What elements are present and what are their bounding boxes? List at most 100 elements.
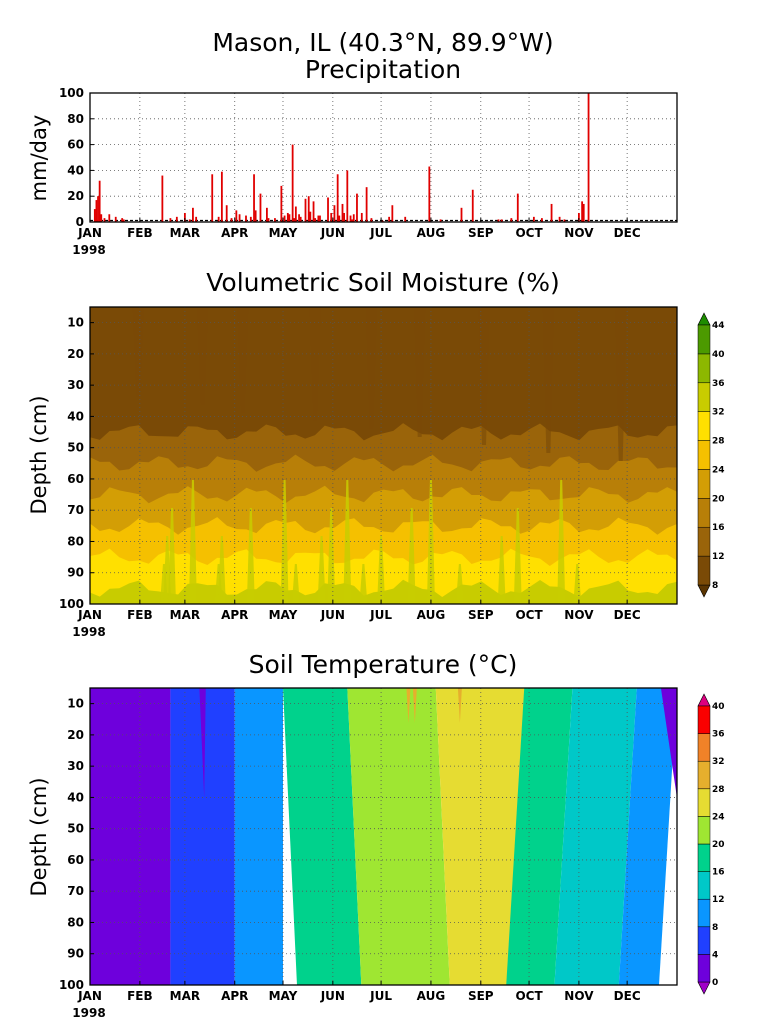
temperature-band bbox=[234, 688, 283, 985]
temperature-xtick-label: APR bbox=[221, 989, 248, 1003]
moisture-streaks bbox=[132, 307, 627, 604]
temperature-colorbar-top-tip bbox=[697, 693, 711, 707]
temperature-colorbar-label: 12 bbox=[712, 895, 725, 905]
precip-bar bbox=[298, 214, 300, 222]
moisture-wet-streak bbox=[557, 480, 566, 604]
temperature-xtick-label: JUL bbox=[369, 989, 392, 1003]
precip-bar bbox=[93, 209, 96, 222]
precip-bar bbox=[97, 196, 99, 222]
precip-bar bbox=[286, 212, 289, 222]
precip-xtick-label: NOV bbox=[564, 226, 594, 240]
temperature-xtick-label: MAY bbox=[269, 989, 298, 1003]
temperature-grid bbox=[90, 688, 677, 985]
precip-year-label: 1998 bbox=[72, 243, 105, 257]
precip-ytick-label: 60 bbox=[67, 138, 84, 152]
temperature-xtick-label: NOV bbox=[564, 989, 594, 1003]
temperature-colorbar-swatch bbox=[697, 760, 711, 790]
precip-xtick-label: JUL bbox=[369, 226, 392, 240]
moisture-xtick-label: FEB bbox=[127, 608, 153, 622]
precip-xtick-label: MAY bbox=[269, 226, 298, 240]
temperature-colorbar-label: 4 bbox=[712, 950, 718, 960]
moisture-year-label: 1998 bbox=[72, 625, 105, 639]
moisture-wet-streak bbox=[168, 508, 177, 604]
precip-bar bbox=[259, 193, 262, 222]
precip-bar bbox=[582, 203, 585, 222]
precip-bar bbox=[288, 214, 291, 222]
temperature-warm-streak bbox=[457, 688, 462, 723]
temperature-colorbar-label: 40 bbox=[712, 702, 725, 712]
precip-xtick-label: APR bbox=[221, 226, 248, 240]
precip-bar bbox=[314, 218, 317, 222]
precip-bar bbox=[280, 185, 283, 222]
moisture-colorbar-swatch bbox=[697, 498, 711, 528]
precip-bar bbox=[103, 218, 106, 222]
moisture-xtick-label: MAY bbox=[269, 608, 298, 622]
moisture-colorbar-label: 32 bbox=[712, 408, 725, 418]
precip-bar bbox=[330, 212, 333, 222]
precip-panel: 0 20 40 60 80 100 JAN FEB MAR APR MAY JUN JUL AUG SEP… bbox=[27, 86, 678, 257]
precip-bar bbox=[195, 216, 198, 222]
temperature-warm-streak bbox=[406, 688, 411, 723]
precip-bar bbox=[541, 218, 543, 222]
precip-bar bbox=[249, 216, 252, 222]
precip-bar bbox=[121, 218, 124, 222]
moisture-xtick-label: JUN bbox=[320, 608, 345, 622]
temperature-ytick-label: 50 bbox=[67, 822, 84, 836]
precip-bar bbox=[439, 219, 442, 222]
moisture-colorbar-top-tip bbox=[697, 312, 711, 326]
moisture-dry-streak bbox=[236, 307, 249, 413]
precip-bar bbox=[327, 197, 329, 222]
temperature-colorbar-bottom-tip bbox=[697, 981, 711, 995]
moisture-y-ticks: 10 20 30 40 50 60 70 80 90 100 bbox=[59, 316, 94, 611]
temperature-colorbar-swatch bbox=[697, 705, 711, 734]
moisture-colorbar-swatch bbox=[697, 324, 711, 355]
moisture-ytick-label: 70 bbox=[67, 503, 84, 517]
temperature-colorbar-label: 20 bbox=[712, 840, 725, 850]
precip-xtick-label: JUN bbox=[320, 226, 345, 240]
precip-title: Precipitation bbox=[305, 55, 461, 84]
temperature-xtick-label: OCT bbox=[515, 989, 543, 1003]
temperature-band bbox=[618, 688, 677, 985]
moisture-colorbar-label: 20 bbox=[712, 494, 725, 504]
moisture-colorbar-bottom-tip bbox=[697, 584, 711, 598]
precip-ytick-label: 80 bbox=[67, 112, 84, 126]
moisture-xtick-label: NOV bbox=[564, 608, 594, 622]
precip-bar bbox=[225, 205, 228, 222]
temperature-cold-streak bbox=[660, 688, 677, 798]
moisture-wet-streak bbox=[317, 536, 326, 604]
temperature-ytick-label: 80 bbox=[67, 915, 84, 929]
precip-bar bbox=[95, 200, 98, 222]
precip-bar bbox=[317, 215, 320, 222]
precip-y-ticks: 0 20 40 60 80 100 bbox=[59, 86, 94, 229]
temperature-xtick-label: JAN bbox=[77, 989, 102, 1003]
moisture-wet-streak bbox=[377, 536, 386, 604]
moisture-contour-field bbox=[90, 307, 677, 604]
moisture-wet-streak bbox=[291, 564, 300, 604]
moisture-ytick-label: 40 bbox=[67, 409, 84, 423]
moisture-dry-streak bbox=[542, 307, 555, 453]
moisture-xtick-label: MAR bbox=[170, 608, 200, 622]
moisture-wet-streak bbox=[407, 508, 416, 604]
temperature-band bbox=[506, 688, 573, 985]
precip-bar bbox=[192, 207, 194, 222]
precip-bar bbox=[577, 212, 580, 222]
precip-bar bbox=[293, 218, 296, 222]
temperature-frame bbox=[89, 687, 678, 986]
precip-bar bbox=[183, 212, 186, 222]
precip-bar bbox=[319, 215, 321, 222]
temperature-colorbar-swatch bbox=[697, 871, 711, 900]
precip-bar bbox=[211, 174, 214, 222]
temperature-ytick-label: 10 bbox=[67, 697, 84, 711]
moisture-wet-streak bbox=[246, 508, 255, 604]
temperature-ylabel: Depth (cm) bbox=[27, 777, 51, 896]
temperature-cold-wedge bbox=[99, 688, 155, 913]
precip-bar bbox=[343, 212, 345, 222]
moisture-dry-streak bbox=[196, 307, 209, 405]
moisture-dry-streak bbox=[365, 307, 378, 429]
precip-bar bbox=[341, 203, 344, 222]
moisture-xtick-label: SEP bbox=[468, 608, 494, 622]
moisture-ytick-label: 30 bbox=[67, 378, 84, 392]
moisture-x-ticks: JAN FEB MAR APR MAY JUN JUL AUG SEP OCT NOV DEC bbox=[77, 600, 641, 622]
precip-xtick-label: JAN bbox=[77, 226, 102, 240]
